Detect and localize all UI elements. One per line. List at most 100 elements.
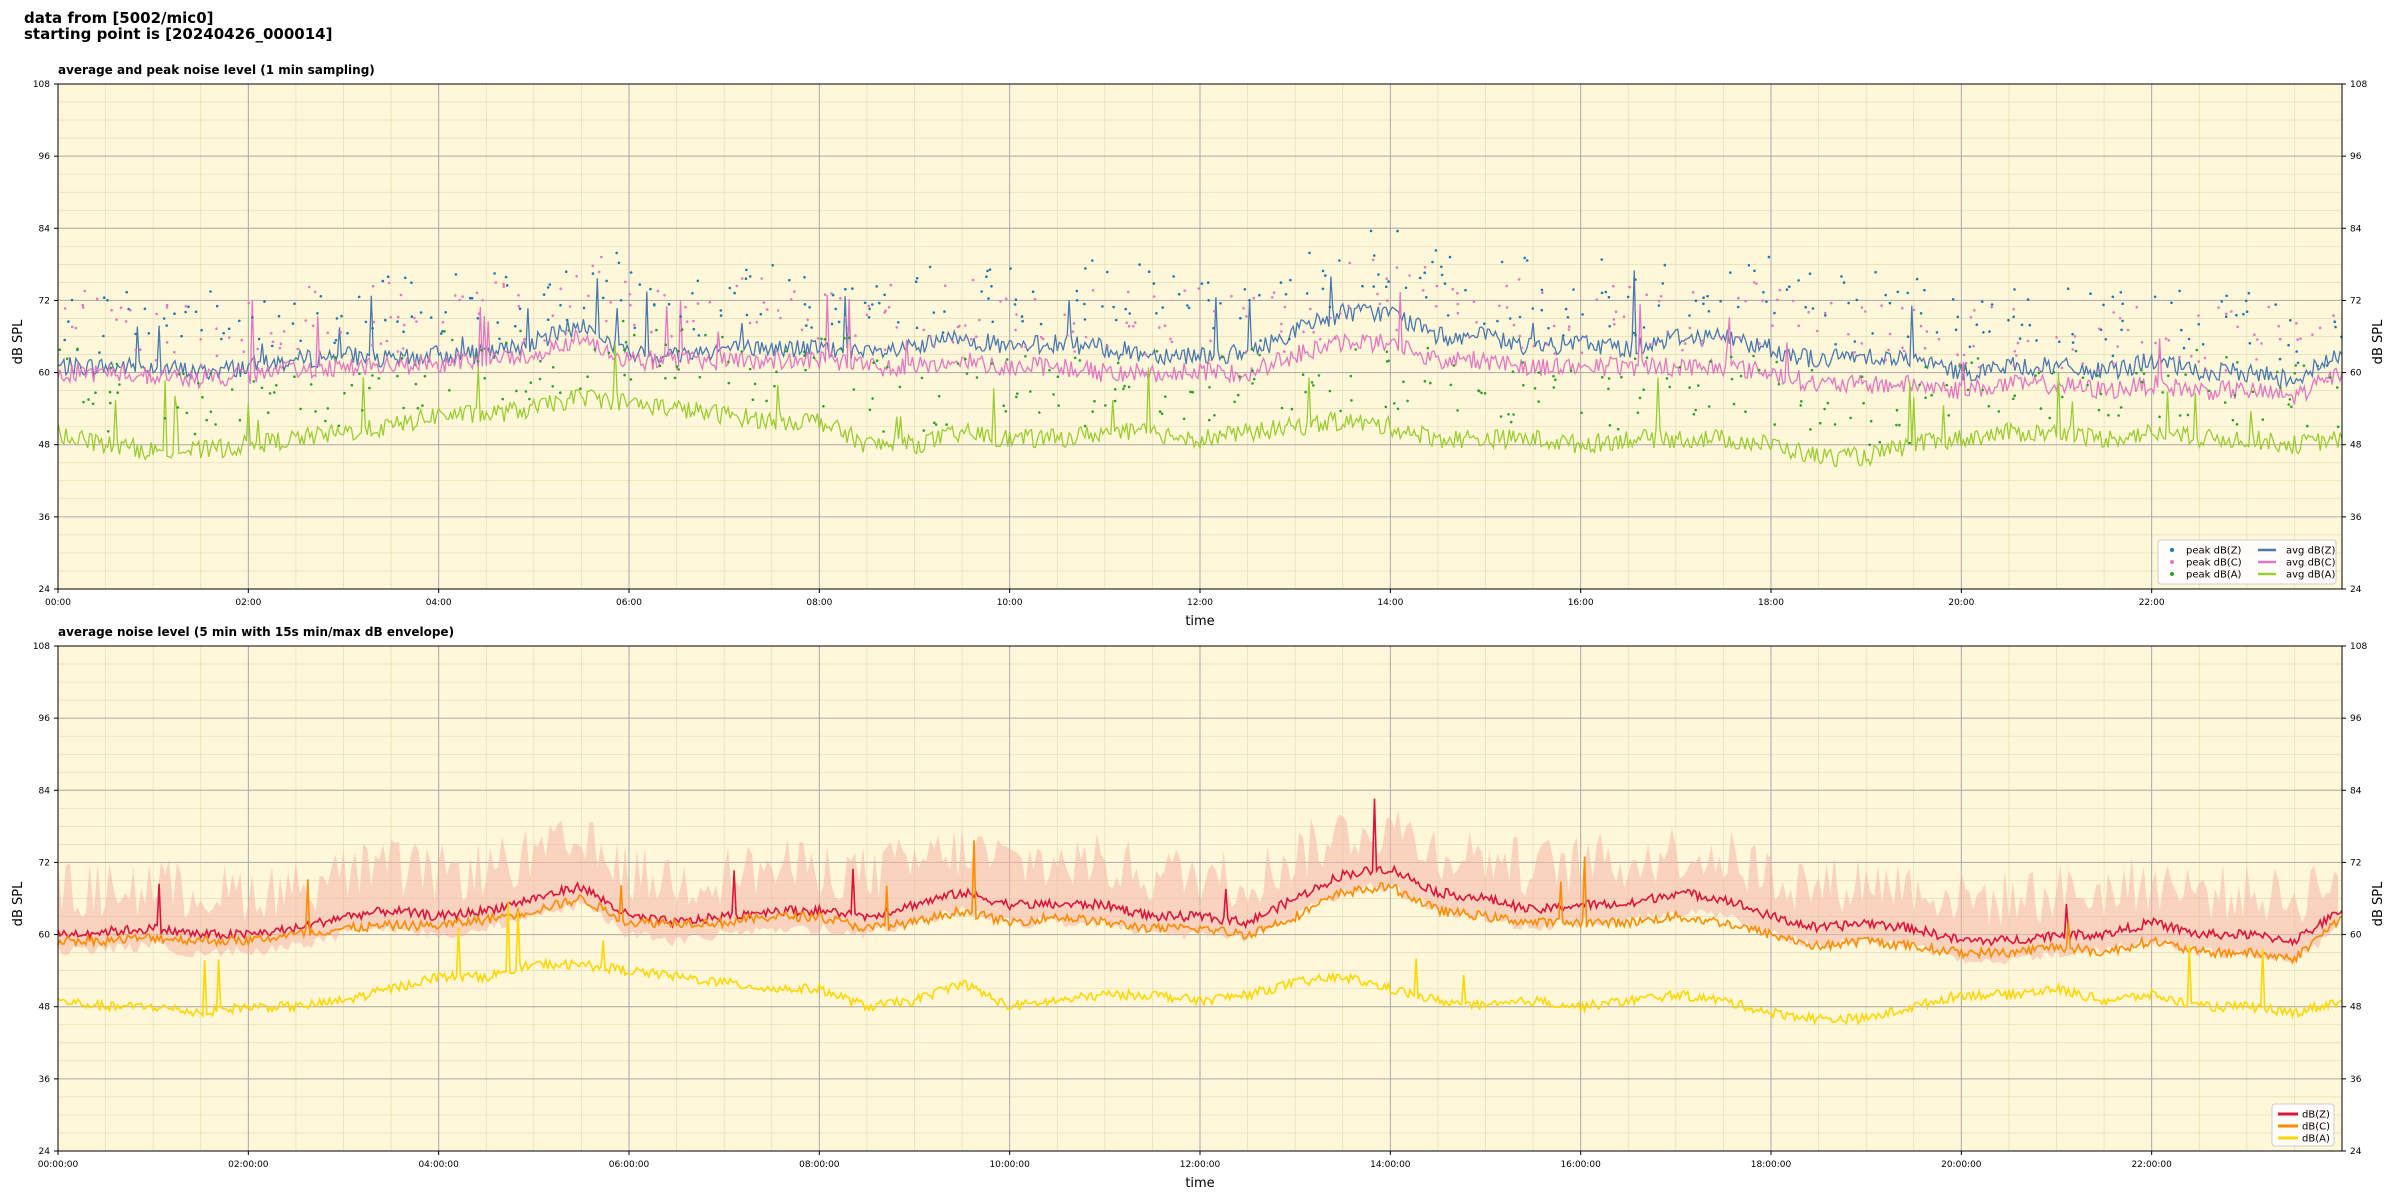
peak-point — [1187, 306, 1191, 310]
peak-point — [1888, 301, 1892, 305]
peak-point — [816, 337, 820, 340]
peak-point — [986, 269, 989, 273]
peak-point — [346, 331, 349, 335]
peak-point — [2111, 362, 2115, 365]
peak-point — [985, 275, 988, 279]
peak-point — [755, 320, 758, 324]
peak-point — [1966, 388, 1970, 392]
peak-point — [2236, 361, 2239, 364]
peak-point — [1127, 324, 1131, 328]
peak-point — [2161, 391, 2164, 394]
peak-point — [884, 309, 887, 313]
peak-point — [1997, 410, 2001, 413]
peak-point — [633, 326, 637, 330]
peak-point — [564, 331, 568, 334]
peak-point — [748, 321, 752, 325]
peak-point — [2223, 401, 2227, 404]
peak-point — [2295, 322, 2298, 325]
peak-point — [823, 338, 827, 341]
peak-point — [110, 308, 113, 312]
peak-point — [2153, 295, 2157, 299]
peak-point — [593, 348, 597, 351]
peak-point — [2275, 370, 2279, 374]
peak-point — [403, 276, 407, 280]
peak-point — [1464, 288, 1467, 292]
peak-point — [1258, 293, 1261, 297]
peak-point — [70, 298, 74, 302]
peak-point — [178, 372, 181, 376]
peak-point — [978, 318, 981, 322]
peak-point — [2118, 317, 2122, 320]
peak-point — [2073, 335, 2077, 338]
ytick-label-right: 84 — [2350, 224, 2362, 234]
peak-point — [1014, 328, 1017, 332]
peak-point — [932, 344, 936, 348]
peak-point — [2012, 364, 2016, 368]
peak-point — [399, 293, 403, 297]
peak-point — [2203, 356, 2207, 360]
chart-2-xlabel: time — [1185, 1176, 1214, 1191]
peak-point — [87, 398, 90, 401]
peak-point — [1688, 326, 1692, 330]
peak-point — [2299, 337, 2302, 341]
peak-point — [854, 334, 857, 338]
peak-point — [389, 316, 393, 319]
peak-point — [2182, 346, 2186, 350]
peak-point — [975, 376, 979, 379]
peak-point — [1106, 270, 1109, 274]
peak-point — [575, 275, 578, 278]
peak-point — [990, 285, 993, 288]
peak-point — [623, 348, 626, 352]
xtick-label: 06:00:00 — [609, 1160, 650, 1170]
peak-point — [2111, 295, 2115, 299]
peak-point — [326, 407, 330, 410]
peak-point — [107, 430, 110, 433]
peak-point — [299, 339, 303, 343]
peak-point — [2034, 374, 2037, 377]
peak-point — [785, 350, 788, 353]
peak-point — [1869, 419, 1873, 423]
peak-point — [1039, 335, 1043, 339]
peak-point — [1186, 304, 1189, 307]
peak-point — [1002, 404, 1005, 408]
peak-point — [548, 339, 552, 343]
peak-point — [679, 315, 682, 318]
peak-point — [1020, 315, 1024, 318]
peak-point — [1451, 287, 1454, 291]
peak-point — [2158, 415, 2161, 419]
peak-point — [470, 296, 474, 300]
peak-point — [969, 337, 973, 341]
peak-point — [2236, 325, 2239, 329]
peak-point — [1258, 353, 1261, 357]
peak-point — [1729, 271, 1732, 274]
peak-point — [230, 388, 234, 391]
peak-point — [1511, 370, 1515, 374]
peak-point — [266, 411, 270, 415]
peak-point — [1761, 299, 1764, 303]
peak-point — [372, 320, 376, 324]
peak-point — [914, 280, 918, 284]
peak-point — [381, 279, 385, 283]
peak-point — [429, 316, 433, 319]
peak-point — [568, 305, 572, 308]
series-line — [57, 343, 2343, 468]
peak-point — [2026, 298, 2030, 301]
ytick-label-left: 96 — [39, 714, 51, 724]
ytick-label-left: 36 — [39, 1075, 51, 1085]
peak-point — [937, 394, 941, 398]
peak-point — [1834, 343, 1837, 346]
peak-point — [867, 304, 871, 308]
peak-point — [1830, 301, 1833, 305]
peak-point — [1091, 410, 1094, 413]
peak-point — [1645, 356, 1649, 360]
peak-point — [371, 327, 374, 330]
peak-point — [474, 354, 478, 357]
peak-point — [830, 322, 834, 326]
peak-point — [1456, 302, 1460, 306]
peak-point — [1354, 348, 1357, 351]
peak-point — [1523, 256, 1526, 260]
peak-point — [591, 272, 595, 275]
peak-point — [1440, 265, 1443, 269]
peak-point — [546, 318, 550, 322]
